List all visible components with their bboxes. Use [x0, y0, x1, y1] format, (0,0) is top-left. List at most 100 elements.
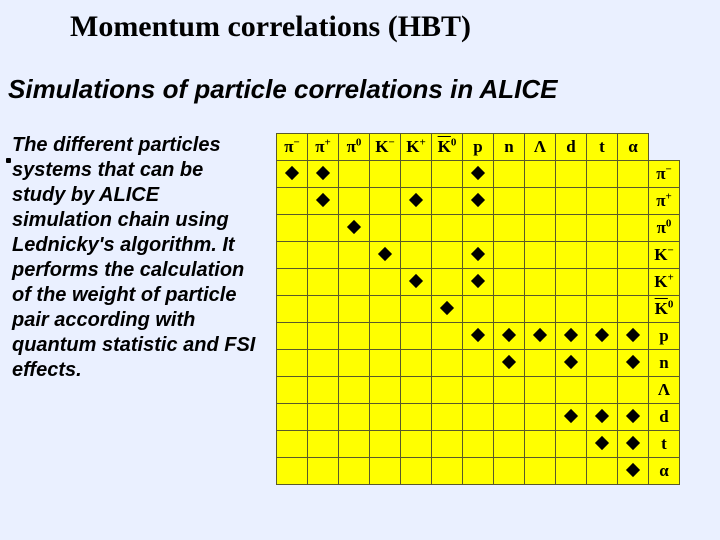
grid-cell	[277, 188, 308, 215]
grid-cell	[401, 215, 432, 242]
grid-cell	[618, 350, 649, 377]
page-subtitle: Simulations of particle correlations in …	[0, 44, 720, 105]
col-header: d	[556, 134, 587, 161]
grid-cell	[401, 431, 432, 458]
grid-cell	[308, 350, 339, 377]
col-header: K−	[370, 134, 401, 161]
diamond-icon	[595, 328, 609, 342]
grid-cell	[401, 296, 432, 323]
grid-cell	[587, 161, 618, 188]
grid-cell	[463, 242, 494, 269]
row-header: p	[649, 323, 680, 350]
grid-cell	[277, 431, 308, 458]
diamond-icon	[595, 436, 609, 450]
grid-cell	[494, 350, 525, 377]
grid-cell	[587, 296, 618, 323]
grid-cell	[339, 161, 370, 188]
grid-cell	[308, 458, 339, 485]
diamond-icon	[471, 193, 485, 207]
grid-cell	[463, 431, 494, 458]
grid-cell	[494, 188, 525, 215]
grid-cell	[339, 458, 370, 485]
grid-cell	[432, 242, 463, 269]
grid-cell	[556, 431, 587, 458]
grid-cell	[308, 188, 339, 215]
grid-cell	[525, 377, 556, 404]
row-header: Λ	[649, 377, 680, 404]
grid-cell	[525, 296, 556, 323]
diamond-icon	[316, 166, 330, 180]
grid-cell	[339, 377, 370, 404]
grid-cell	[463, 161, 494, 188]
grid-cell	[432, 161, 463, 188]
grid-cell	[556, 296, 587, 323]
diamond-icon	[316, 193, 330, 207]
grid-cell	[494, 404, 525, 431]
grid-cell	[432, 215, 463, 242]
grid-cell	[401, 404, 432, 431]
grid-cell	[277, 296, 308, 323]
diamond-icon	[471, 274, 485, 288]
grid-cell	[308, 242, 339, 269]
col-header: K+	[401, 134, 432, 161]
row-header: π0	[649, 215, 680, 242]
grid-cell	[401, 458, 432, 485]
grid-cell	[525, 431, 556, 458]
grid-cell	[494, 161, 525, 188]
grid-cell	[432, 458, 463, 485]
grid-cell	[339, 242, 370, 269]
grid-cell	[308, 377, 339, 404]
grid-cell	[370, 215, 401, 242]
grid-cell	[277, 161, 308, 188]
bullet-icon	[6, 158, 11, 163]
grid-cell	[525, 242, 556, 269]
col-header: π−	[277, 134, 308, 161]
diamond-icon	[409, 193, 423, 207]
diamond-icon	[440, 301, 454, 315]
grid-cell	[494, 296, 525, 323]
grid-cell	[525, 458, 556, 485]
grid-cell	[618, 458, 649, 485]
grid-cell	[618, 296, 649, 323]
diamond-icon	[533, 328, 547, 342]
grid-cell	[432, 404, 463, 431]
grid-cell	[494, 431, 525, 458]
page-title: Momentum correlations (HBT)	[0, 0, 720, 44]
col-header: n	[494, 134, 525, 161]
grid-cell	[277, 242, 308, 269]
grid-cell	[277, 215, 308, 242]
grid-cell	[525, 350, 556, 377]
grid-cell	[618, 188, 649, 215]
col-header: α	[618, 134, 649, 161]
diamond-icon	[564, 355, 578, 369]
grid-cell	[587, 242, 618, 269]
grid-cell	[432, 350, 463, 377]
grid-cell	[401, 377, 432, 404]
grid-cell	[618, 242, 649, 269]
grid-cell	[618, 377, 649, 404]
grid-cell	[525, 269, 556, 296]
grid-cell	[432, 269, 463, 296]
row-header: K0	[649, 296, 680, 323]
grid-cell	[556, 161, 587, 188]
grid-cell	[618, 431, 649, 458]
diamond-icon	[626, 328, 640, 342]
grid-cell	[277, 458, 308, 485]
content-row: The different particles systems that can…	[0, 105, 720, 485]
grid-cell	[525, 188, 556, 215]
grid-cell	[556, 242, 587, 269]
grid-cell	[556, 377, 587, 404]
correlation-grid: π−π+π0K−K+K0pnΛdtαπ−π+π0K−K+K0pnΛdtα	[276, 133, 706, 485]
grid-cell	[339, 350, 370, 377]
row-header: π−	[649, 161, 680, 188]
row-header: K−	[649, 242, 680, 269]
grid-cell	[463, 323, 494, 350]
grid-cell	[587, 458, 618, 485]
diamond-icon	[502, 328, 516, 342]
grid-cell	[494, 458, 525, 485]
grid-cell	[339, 323, 370, 350]
grid-cell	[463, 377, 494, 404]
description-text: The different particles systems that can…	[4, 133, 262, 485]
grid-cell	[494, 323, 525, 350]
col-header: π+	[308, 134, 339, 161]
